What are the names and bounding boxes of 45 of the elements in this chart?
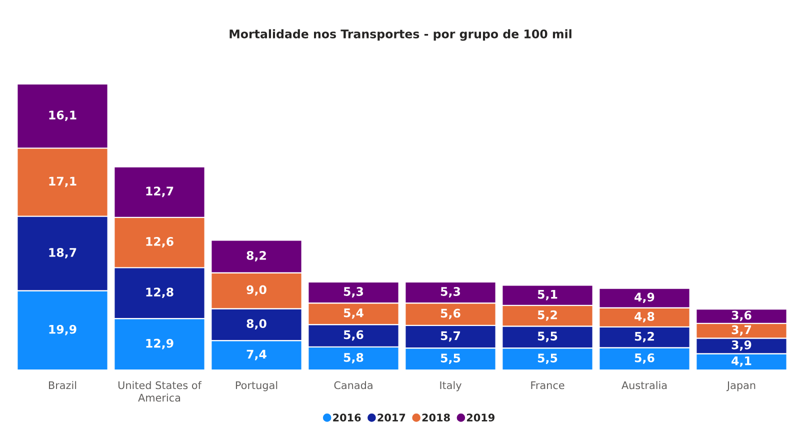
data-label: 4,9 (634, 292, 654, 304)
data-label: 18,7 (49, 248, 76, 258)
data-label: 12,7 (146, 186, 174, 198)
legend-label: 2019 (466, 414, 494, 422)
x-tick-label: Italy (440, 381, 462, 392)
data-label: 5,3 (440, 287, 460, 298)
data-label: 3,9 (732, 340, 752, 351)
chart-title: Mortalidade nos Transportes - por grupo de 100 mil (230, 29, 572, 41)
x-tick-label: Portugal (236, 381, 278, 392)
data-label: 12,6 (146, 237, 174, 248)
x-tick-label: Japan (726, 381, 756, 392)
data-label: 9,0 (246, 285, 266, 296)
x-tick-label: United States of America (118, 381, 202, 402)
data-label: 5,5 (440, 354, 460, 364)
data-label: 5,2 (634, 332, 654, 342)
data-label: 17,1 (49, 176, 76, 188)
data-label: 5,6 (634, 353, 654, 364)
data-label: 16,1 (49, 110, 76, 121)
x-tick-label: Australia (622, 381, 667, 390)
data-label: 12,8 (146, 288, 174, 298)
data-label: 3,7 (732, 325, 752, 336)
data-label: 5,1 (538, 290, 558, 300)
data-label: 5,6 (440, 308, 460, 320)
data-label: 8,0 (246, 319, 266, 330)
data-label: 8,2 (246, 250, 266, 262)
data-label: 5,3 (344, 287, 364, 298)
data-label: 5,2 (538, 310, 557, 321)
x-tick-label: France (531, 381, 564, 390)
data-label: 4,1 (732, 356, 752, 367)
legend-label: 2017 (378, 414, 406, 422)
data-label: 5,7 (440, 331, 460, 342)
data-label: 4,8 (634, 312, 654, 322)
data-label: 5,4 (344, 308, 364, 319)
data-label: 5,8 (344, 352, 364, 364)
data-label: 5,5 (538, 354, 558, 364)
data-label: 5,6 (344, 330, 364, 341)
data-label: 19,9 (49, 324, 76, 336)
data-label: 12,9 (146, 338, 174, 350)
x-tick-label: Canada (334, 381, 372, 390)
legend-label: 2016 (333, 414, 361, 422)
data-label: 3,6 (732, 310, 752, 322)
legend-label: 2018 (422, 414, 450, 422)
data-label: 5,5 (538, 332, 558, 342)
data-label: 7,4 (246, 350, 266, 360)
x-tick-label: Brazil (48, 381, 76, 390)
